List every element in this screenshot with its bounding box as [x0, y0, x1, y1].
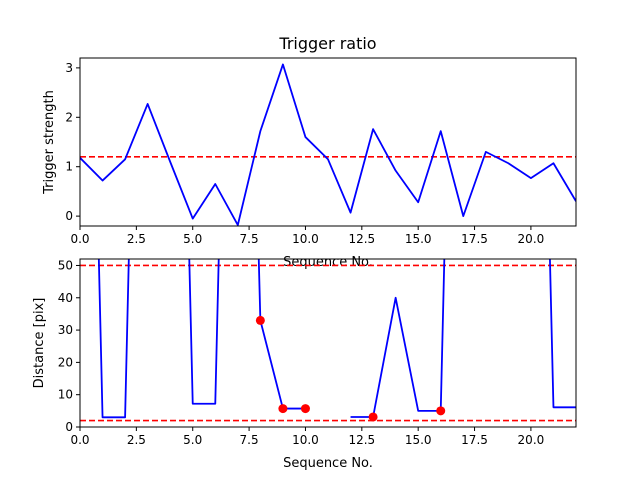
x-tick-label: 10.0 — [292, 433, 319, 447]
x-tick-label: 2.5 — [127, 232, 146, 246]
x-axis-label-bottom: Sequence No. — [283, 456, 373, 471]
y-tick-label: 20 — [58, 355, 73, 369]
y-tick-label: 2 — [65, 110, 73, 124]
data-point-marker — [369, 412, 378, 421]
x-tick-label: 5.0 — [183, 433, 202, 447]
x-tick-label: 20.0 — [518, 433, 545, 447]
x-tick-label: 7.5 — [240, 433, 259, 447]
x-tick-label: 5.0 — [183, 232, 202, 246]
data-point-marker — [301, 404, 310, 413]
x-tick-label: 0.0 — [70, 433, 89, 447]
x-tick-label: 17.5 — [461, 433, 488, 447]
chart-title: Trigger ratio — [278, 34, 376, 53]
y-axis-label-top: Trigger strength — [42, 90, 57, 195]
x-tick-label: 12.5 — [348, 433, 375, 447]
x-tick-label: 17.5 — [461, 232, 488, 246]
y-tick-label: 50 — [58, 258, 73, 272]
y-tick-label: 0 — [65, 420, 73, 434]
x-tick-label: 12.5 — [348, 232, 375, 246]
data-point-marker — [256, 316, 265, 325]
y-tick-label: 40 — [58, 291, 73, 305]
y-tick-label: 10 — [58, 388, 73, 402]
y-tick-label: 1 — [65, 160, 73, 174]
y-axis-label-bottom: Distance [pix] — [32, 298, 47, 389]
x-tick-label: 7.5 — [240, 232, 259, 246]
x-tick-label: 10.0 — [292, 232, 319, 246]
x-axis-label-top: Sequence No. — [283, 255, 373, 270]
x-tick-label: 15.0 — [405, 433, 432, 447]
x-tick-label: 2.5 — [127, 433, 146, 447]
y-tick-label: 30 — [58, 323, 73, 337]
data-point-marker — [278, 404, 287, 413]
x-tick-label: 0.0 — [70, 232, 89, 246]
y-tick-label: 3 — [65, 61, 73, 75]
data-point-marker — [436, 406, 445, 415]
y-tick-label: 0 — [65, 209, 73, 223]
x-tick-label: 15.0 — [405, 232, 432, 246]
x-tick-label: 20.0 — [518, 232, 545, 246]
